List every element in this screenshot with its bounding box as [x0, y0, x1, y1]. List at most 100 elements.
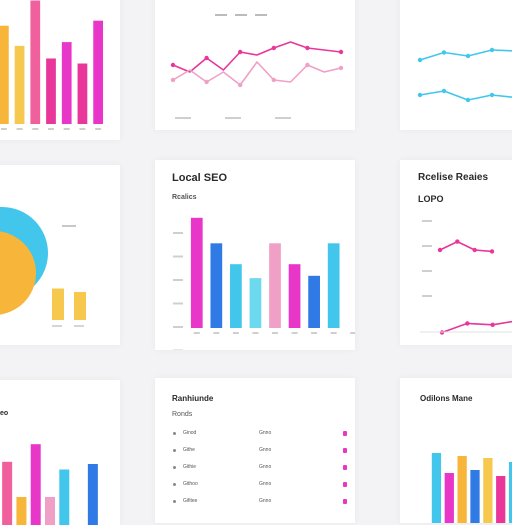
- y-tick-label: [173, 326, 183, 328]
- bar: [210, 243, 222, 328]
- series-line: [420, 50, 512, 60]
- data-point: [305, 63, 309, 67]
- card-mid-left: [0, 165, 120, 345]
- bullet-icon: [173, 432, 176, 435]
- y-tick-label: [422, 270, 432, 272]
- bar: [470, 470, 479, 523]
- bar: [458, 456, 467, 523]
- status-flag: [343, 448, 347, 453]
- bar: [269, 243, 281, 328]
- bullet-icon: [173, 500, 176, 503]
- bar: [230, 264, 242, 328]
- bar: [308, 276, 320, 328]
- x-tick-label: [95, 128, 101, 130]
- bar: [52, 289, 64, 321]
- bar: [2, 462, 12, 525]
- y-tick-label: [173, 232, 183, 234]
- card-top-right: [400, 0, 512, 130]
- y-tick-label: [422, 295, 432, 297]
- data-point: [418, 58, 422, 62]
- data-point: [466, 54, 470, 58]
- bar: [30, 1, 40, 124]
- bar: [289, 264, 301, 328]
- bar: [496, 476, 505, 523]
- y-tick-label: [173, 256, 183, 258]
- row-value: Gnno: [259, 481, 271, 487]
- bullet-icon: [173, 449, 176, 452]
- x-tick-label: [311, 332, 317, 334]
- bar: [15, 46, 25, 124]
- x-tick-label: [52, 325, 62, 327]
- row-value: Gnno: [259, 498, 271, 504]
- data-point: [305, 46, 309, 50]
- legend-swatch: [215, 14, 227, 16]
- card-mid-middle: Local SEO Rcalics: [155, 160, 355, 350]
- x-tick-label: [79, 128, 85, 130]
- legend-swatch: [235, 14, 247, 16]
- row-name: Ginod: [183, 430, 196, 436]
- bar: [432, 453, 441, 523]
- data-point: [204, 56, 208, 60]
- bar: [328, 243, 340, 328]
- x-tick-label: [275, 117, 291, 119]
- card-bottom-right: Odilons Mane: [400, 378, 512, 523]
- chart-bottom-right: [400, 378, 512, 523]
- bar: [16, 497, 26, 525]
- data-point: [272, 46, 276, 50]
- bar: [250, 278, 262, 328]
- series-line: [173, 42, 341, 72]
- row-name: Githie: [183, 464, 196, 470]
- data-point: [442, 50, 446, 54]
- chart-mid-left: [0, 165, 120, 345]
- bar: [31, 444, 41, 525]
- series-line: [442, 321, 512, 333]
- bullet-icon: [173, 483, 176, 486]
- card-top-left: [0, 0, 120, 140]
- data-point: [490, 93, 494, 97]
- data-point: [442, 89, 446, 93]
- data-point: [418, 93, 422, 97]
- x-tick-label: [64, 128, 70, 130]
- row-value: Gnno: [259, 447, 271, 453]
- data-point: [171, 63, 175, 67]
- series-line: [420, 91, 512, 100]
- row-name: Gifitee: [183, 498, 197, 504]
- row-name: Githe: [183, 447, 195, 453]
- legend-label: [62, 225, 76, 227]
- x-tick-label: [272, 332, 278, 334]
- data-point: [455, 239, 459, 243]
- bar: [445, 473, 454, 523]
- bar: [45, 497, 55, 525]
- status-flag: [343, 482, 347, 487]
- y-tick-label: [422, 220, 432, 222]
- card-top-middle: [155, 0, 355, 130]
- x-tick-label: [194, 332, 200, 334]
- x-tick-label: [175, 117, 191, 119]
- status-flag: [343, 465, 347, 470]
- data-point: [339, 66, 343, 70]
- bar: [74, 508, 84, 525]
- table-row: Githoo Gnno: [173, 481, 353, 491]
- row-value: Gnno: [259, 464, 271, 470]
- card-title: Ranhiunde: [172, 394, 213, 403]
- x-tick-label: [74, 325, 84, 327]
- bar: [59, 470, 69, 525]
- data-point: [490, 48, 494, 52]
- data-point: [238, 50, 242, 54]
- chart-top-right: [400, 0, 512, 130]
- table-row: Githe Gnno: [173, 447, 353, 457]
- bar: [78, 64, 88, 124]
- bar: [88, 464, 98, 525]
- bar: [0, 26, 9, 124]
- data-point: [438, 248, 442, 252]
- bar: [46, 58, 56, 124]
- chart-top-left: [0, 0, 120, 140]
- data-point: [465, 321, 469, 325]
- data-point: [466, 98, 470, 102]
- table-row: Gifitee Gnno: [173, 498, 353, 508]
- bar: [191, 218, 203, 328]
- chart-mid-right: [400, 160, 512, 345]
- x-tick-label: [350, 332, 355, 334]
- row-name: Githoo: [183, 481, 198, 487]
